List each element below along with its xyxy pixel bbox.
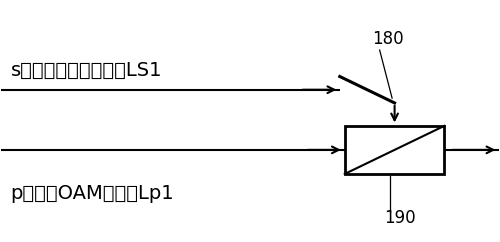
Text: s偏振态高斯型探测光LS1: s偏振态高斯型探测光LS1 bbox=[10, 61, 162, 80]
Text: 180: 180 bbox=[372, 30, 404, 48]
Text: p偏振态OAM信道光Lp1: p偏振态OAM信道光Lp1 bbox=[10, 184, 174, 203]
Bar bbox=[344, 126, 444, 174]
Text: 190: 190 bbox=[384, 209, 416, 227]
